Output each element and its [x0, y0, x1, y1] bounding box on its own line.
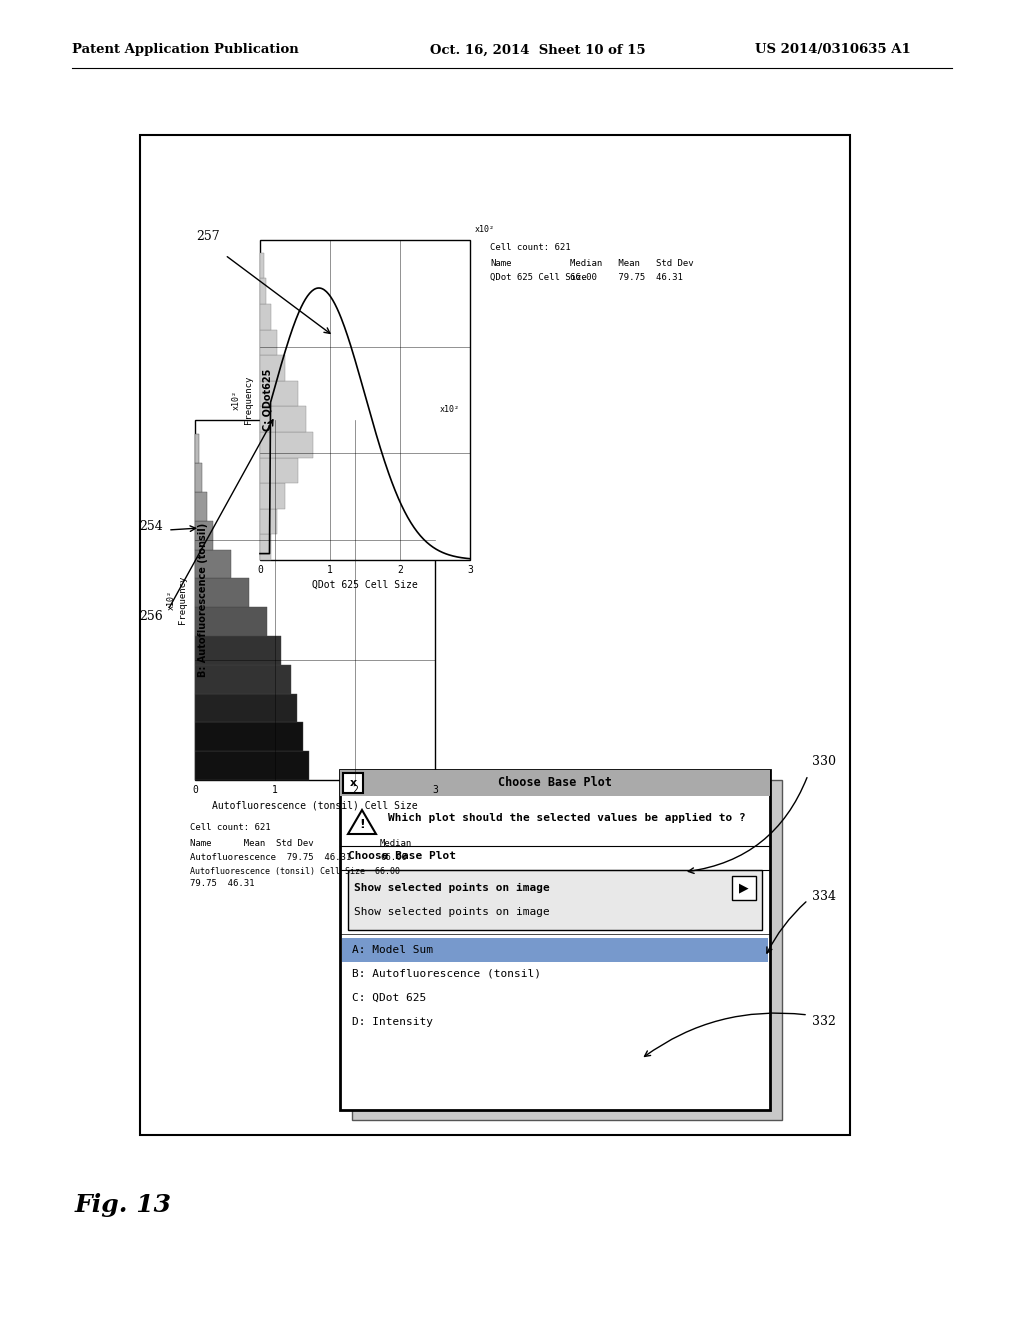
Text: 334: 334	[812, 890, 836, 903]
Text: 257: 257	[197, 230, 220, 243]
Text: Fig. 13: Fig. 13	[75, 1193, 172, 1217]
Text: Autofluorescence  79.75  46.31: Autofluorescence 79.75 46.31	[190, 853, 351, 862]
Bar	[195, 521, 213, 549]
Text: Cell count: 621: Cell count: 621	[190, 822, 270, 832]
Bar	[260, 483, 286, 508]
Text: 2: 2	[397, 565, 402, 576]
Text: C: QDot 625: C: QDot 625	[352, 993, 426, 1003]
Bar	[195, 492, 207, 521]
Text: x: x	[349, 777, 356, 788]
Text: QDot 625 Cell Size: QDot 625 Cell Size	[312, 579, 418, 590]
Text: Which plot should the selected values be applied to ?: Which plot should the selected values be…	[388, 813, 745, 822]
Bar	[195, 665, 291, 693]
Bar	[260, 304, 270, 330]
Bar	[195, 549, 231, 578]
Text: Oct. 16, 2014  Sheet 10 of 15: Oct. 16, 2014 Sheet 10 of 15	[430, 44, 645, 57]
Text: 1: 1	[272, 785, 278, 795]
Text: x10²: x10²	[167, 590, 175, 610]
Text: 332: 332	[812, 1015, 836, 1028]
Text: 3: 3	[432, 785, 438, 795]
Text: 256: 256	[139, 610, 163, 623]
Bar	[260, 240, 470, 560]
Bar	[195, 578, 249, 607]
Text: Show selected points on image: Show selected points on image	[354, 883, 550, 894]
Bar	[195, 751, 309, 780]
Text: 1: 1	[327, 565, 333, 576]
Text: D: Intensity: D: Intensity	[352, 1016, 433, 1027]
Bar	[343, 774, 362, 793]
Text: C: QDot625: C: QDot625	[263, 368, 273, 432]
Bar	[732, 876, 756, 900]
Bar	[260, 432, 312, 458]
Text: 0: 0	[257, 565, 263, 576]
Text: Frequency: Frequency	[178, 576, 187, 624]
Text: Autofluorescence (tonsil) Cell Size  66.00: Autofluorescence (tonsil) Cell Size 66.0…	[190, 867, 400, 876]
Text: x10²: x10²	[231, 389, 241, 411]
Bar	[260, 279, 266, 304]
Text: Median   Mean   Std Dev: Median Mean Std Dev	[570, 259, 693, 268]
Text: 79.75  46.31: 79.75 46.31	[190, 879, 255, 888]
Bar	[342, 939, 768, 962]
Text: Choose Base Plot: Choose Base Plot	[498, 776, 612, 789]
Bar	[195, 434, 199, 463]
Text: 3: 3	[467, 565, 473, 576]
Text: x10²: x10²	[440, 405, 460, 414]
Text: A: Model Sum: A: Model Sum	[352, 945, 433, 954]
Text: x10²: x10²	[475, 224, 495, 234]
Bar	[140, 135, 850, 1135]
Bar	[340, 770, 770, 1110]
Bar	[260, 380, 298, 407]
Text: 330: 330	[812, 755, 836, 768]
Text: ▶: ▶	[739, 882, 749, 895]
Text: Name      Mean  Std Dev: Name Mean Std Dev	[190, 840, 313, 847]
Text: QDot 625 Cell Size: QDot 625 Cell Size	[490, 273, 587, 282]
Text: Show selected points on image: Show selected points on image	[354, 907, 550, 917]
Bar	[195, 722, 303, 751]
Text: B: Autofluorescence (tonsil): B: Autofluorescence (tonsil)	[198, 523, 208, 677]
Bar	[260, 330, 276, 355]
Polygon shape	[348, 810, 376, 834]
Bar	[260, 253, 264, 279]
Bar	[352, 780, 782, 1119]
Text: Choose Base Plot: Choose Base Plot	[348, 851, 456, 861]
Text: !: !	[359, 818, 365, 832]
Bar	[195, 463, 202, 492]
Bar	[260, 535, 270, 560]
Text: 66.00: 66.00	[380, 853, 407, 862]
Bar	[260, 458, 298, 483]
Text: 66.00    79.75  46.31: 66.00 79.75 46.31	[570, 273, 683, 282]
Text: Name: Name	[490, 259, 512, 268]
Text: B: Autofluorescence (tonsil): B: Autofluorescence (tonsil)	[352, 969, 541, 979]
Text: Patent Application Publication: Patent Application Publication	[72, 44, 299, 57]
Bar	[340, 770, 770, 796]
Bar	[195, 420, 435, 780]
Text: Autofluorescence (tonsil) Cell Size: Autofluorescence (tonsil) Cell Size	[212, 800, 418, 810]
Text: Cell count: 621: Cell count: 621	[490, 243, 570, 252]
Text: 2: 2	[352, 785, 358, 795]
Bar	[260, 407, 306, 432]
Bar	[195, 693, 297, 722]
Bar	[195, 607, 267, 636]
Text: 254: 254	[139, 520, 163, 533]
Bar	[260, 355, 286, 380]
Bar	[195, 636, 282, 665]
Text: US 2014/0310635 A1: US 2014/0310635 A1	[755, 44, 910, 57]
Text: 0: 0	[193, 785, 198, 795]
Bar	[260, 508, 276, 535]
Text: Frequency: Frequency	[244, 376, 253, 424]
Text: Median: Median	[380, 840, 413, 847]
Bar	[348, 870, 762, 931]
